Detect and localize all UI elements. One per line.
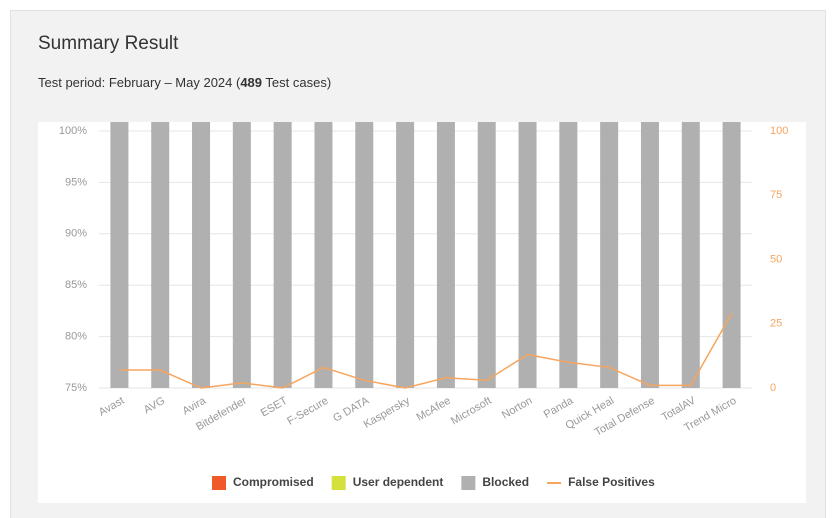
y-tick-label: 100% <box>59 125 87 137</box>
y-tick-label: 80% <box>65 331 87 343</box>
bar-segment <box>640 122 659 388</box>
x-tick-label: Kaspersky <box>362 394 413 430</box>
subtitle: Test period: February – May 2024 (489 Te… <box>38 75 331 90</box>
y-tick-label: 85% <box>65 279 87 291</box>
subtitle-text: Test period: February – May 2024 ( <box>38 75 241 90</box>
bar-segment <box>355 122 374 388</box>
x-tick-label: F-Secure <box>285 395 330 428</box>
legend-label: User dependent <box>353 475 444 489</box>
x-tick-label: McAfee <box>415 395 453 424</box>
x-tick-label: Norton <box>500 395 535 422</box>
bar-segment <box>396 122 415 388</box>
line <box>119 313 733 389</box>
bar-segment <box>600 122 619 388</box>
x-tick-label: Avira <box>180 394 208 417</box>
bar-segment <box>110 122 129 388</box>
chart: 75% 80% 85% 90% 95% 100% 0 25 50 75 100 Avast AVG Avi… <box>38 122 806 503</box>
y2-tick-label: 50 <box>770 253 782 265</box>
x-tick-label: ESET <box>259 395 290 420</box>
y2-tick-label: 25 <box>770 318 782 330</box>
bar-segment <box>192 122 211 388</box>
bar-segment <box>436 122 455 388</box>
bar-segment <box>314 122 333 388</box>
x-tick-label: Avast <box>97 395 127 419</box>
bar-segment <box>559 122 578 388</box>
legend-swatch <box>461 476 476 490</box>
bar-segment <box>477 122 496 388</box>
legend-swatch <box>331 476 346 490</box>
y-tick-label: 90% <box>65 228 87 240</box>
subtitle-count: 489 <box>240 75 263 90</box>
y2-tick-label: 75 <box>770 189 782 201</box>
bar-segment <box>151 122 170 388</box>
y-tick-label: 95% <box>65 176 87 188</box>
y2-tick-label: 100 <box>770 125 788 137</box>
bar-segment <box>722 122 741 388</box>
legend-swatch <box>212 476 226 490</box>
bar-segment <box>232 122 251 388</box>
legend-label: Compromised <box>233 475 314 489</box>
legend-label: Blocked <box>482 475 529 489</box>
y-tick-label: 75% <box>65 382 87 394</box>
x-tick-label: AVG <box>142 395 167 417</box>
bar-segment <box>681 122 700 388</box>
y2-tick-label: 0 <box>770 382 776 394</box>
bar-segment <box>518 122 537 388</box>
title: Summary Result <box>38 33 179 54</box>
x-tick-label: Microsoft <box>449 395 494 428</box>
bar-segment <box>273 122 292 388</box>
legend-label: False Positives <box>568 475 655 489</box>
subtitle-text: Test cases) <box>262 75 332 90</box>
